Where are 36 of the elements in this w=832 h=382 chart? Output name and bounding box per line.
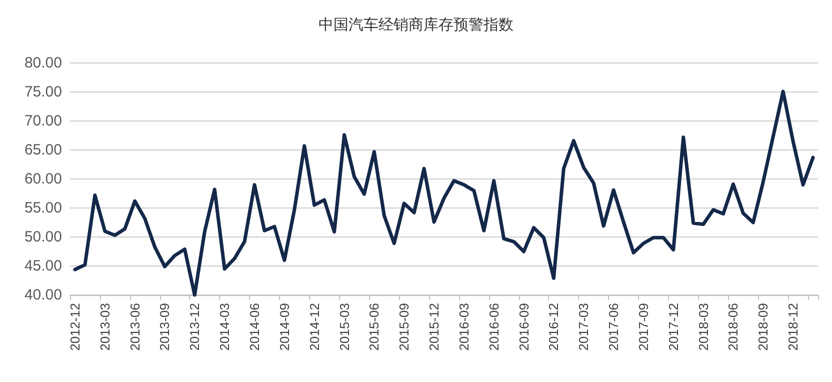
- y-tick-label: 65.00: [24, 142, 62, 158]
- x-tick-label: 2013-09: [157, 303, 172, 351]
- x-tick-label: 2013-03: [97, 303, 112, 351]
- line-series: [73, 90, 815, 297]
- y-tick-label: 75.00: [24, 84, 62, 100]
- x-tick-label: 2018-12: [786, 303, 801, 351]
- x-tick-label: 2013-06: [127, 303, 142, 351]
- x-tick-label: 2016-06: [486, 303, 502, 351]
- y-tick-label: 80.00: [24, 54, 62, 72]
- x-tick-label: 2014-06: [247, 303, 262, 351]
- x-tick-label: 2017-03: [576, 303, 592, 351]
- x-tick-label: 2016-03: [456, 303, 472, 351]
- y-tick-label: 70.00: [24, 112, 62, 130]
- y-tick-label: 55.00: [24, 200, 62, 216]
- x-tick-label: 2012-12: [67, 303, 82, 351]
- x-tick-label: 2015-06: [366, 303, 382, 351]
- x-tick-label: 2015-12: [426, 303, 442, 351]
- chart-title: 中国汽车经销商库存预警指数: [318, 16, 514, 34]
- x-tick-label: 2014-12: [306, 303, 322, 351]
- y-tick-label: 45.00: [24, 258, 62, 274]
- x-tick-label: 2016-09: [516, 303, 532, 351]
- x-tick-label: 2015-03: [336, 303, 352, 351]
- x-tick-label: 2018-03: [696, 303, 711, 351]
- x-tick-label: 2013-12: [187, 303, 202, 351]
- x-tick-label: 2014-09: [276, 303, 292, 351]
- x-tick-label: 2017-06: [606, 303, 622, 351]
- x-tick-label: 2016-12: [546, 303, 562, 351]
- x-tick-label: 2015-09: [396, 303, 412, 351]
- x-tick-label: 2018-06: [726, 303, 741, 351]
- y-tick-label: 50.00: [24, 228, 62, 246]
- y-tick-label: 40.00: [24, 286, 62, 304]
- x-tick-label: 2014-03: [217, 303, 232, 351]
- x-tick-label: 2017-12: [666, 303, 681, 351]
- x-tick-label: 2017-09: [636, 303, 651, 351]
- x-tick-label: 2018-09: [756, 303, 771, 351]
- y-tick-label: 60.00: [24, 170, 62, 188]
